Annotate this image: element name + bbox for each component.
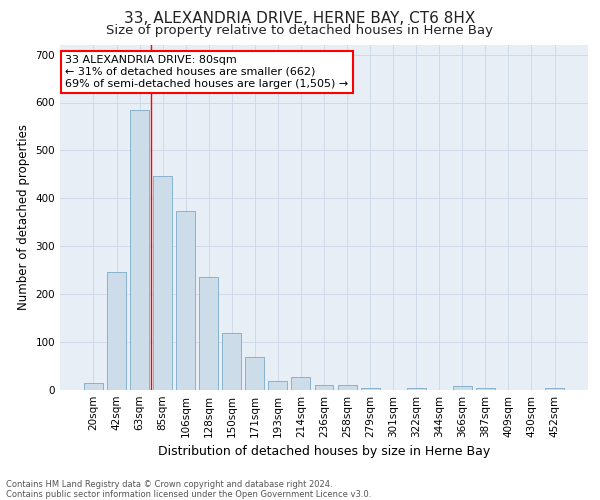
Text: 33 ALEXANDRIA DRIVE: 80sqm
← 31% of detached houses are smaller (662)
69% of sem: 33 ALEXANDRIA DRIVE: 80sqm ← 31% of deta… bbox=[65, 56, 349, 88]
Bar bbox=[199, 278, 218, 390]
X-axis label: Distribution of detached houses by size in Herne Bay: Distribution of detached houses by size … bbox=[158, 446, 490, 458]
Y-axis label: Number of detached properties: Number of detached properties bbox=[17, 124, 30, 310]
Text: 33, ALEXANDRIA DRIVE, HERNE BAY, CT6 8HX: 33, ALEXANDRIA DRIVE, HERNE BAY, CT6 8HX bbox=[124, 11, 476, 26]
Bar bbox=[245, 358, 264, 390]
Bar bbox=[407, 388, 425, 390]
Text: Size of property relative to detached houses in Herne Bay: Size of property relative to detached ho… bbox=[107, 24, 493, 37]
Bar bbox=[453, 386, 472, 390]
Text: Contains HM Land Registry data © Crown copyright and database right 2024.
Contai: Contains HM Land Registry data © Crown c… bbox=[6, 480, 371, 499]
Bar bbox=[292, 376, 310, 390]
Bar bbox=[107, 272, 126, 390]
Bar bbox=[223, 334, 241, 390]
Bar bbox=[268, 382, 287, 390]
Bar bbox=[130, 110, 149, 390]
Bar bbox=[545, 388, 564, 390]
Bar bbox=[314, 385, 334, 390]
Bar bbox=[153, 176, 172, 390]
Bar bbox=[476, 388, 495, 390]
Bar bbox=[338, 385, 356, 390]
Bar bbox=[361, 388, 380, 390]
Bar bbox=[84, 383, 103, 390]
Bar bbox=[176, 212, 195, 390]
